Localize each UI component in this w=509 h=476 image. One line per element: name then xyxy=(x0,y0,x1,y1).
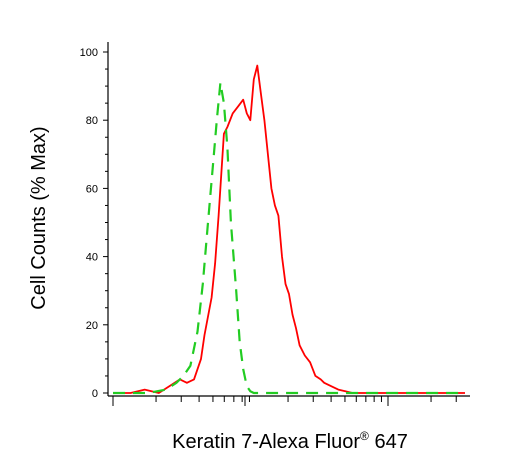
y-tick-label: 0 xyxy=(92,388,98,400)
y-ticks: 0 20 40 60 80 100 xyxy=(80,47,108,400)
x-axis-title: Keratin 7-Alexa Fluor® 647 xyxy=(172,429,408,453)
solid-series-line xyxy=(113,64,465,394)
x-ticks xyxy=(112,396,457,406)
x-axis-title-suffix: 647 xyxy=(369,431,408,453)
y-tick-label: 80 xyxy=(86,115,98,127)
x-axis-title-main: Keratin 7-Alexa Fluor xyxy=(172,431,360,453)
y-tick-label: 60 xyxy=(86,183,98,195)
series-layer xyxy=(113,64,465,395)
axes: 0 20 40 60 80 100 xyxy=(80,42,470,406)
y-axis-title: Cell Counts (% Max) xyxy=(28,126,50,309)
y-tick-label: 100 xyxy=(80,47,98,59)
y-tick-label: 40 xyxy=(86,252,98,264)
dashed-series-line xyxy=(113,81,465,395)
x-axis-title-superscript: ® xyxy=(360,429,369,443)
y-tick-label: 20 xyxy=(86,320,98,332)
